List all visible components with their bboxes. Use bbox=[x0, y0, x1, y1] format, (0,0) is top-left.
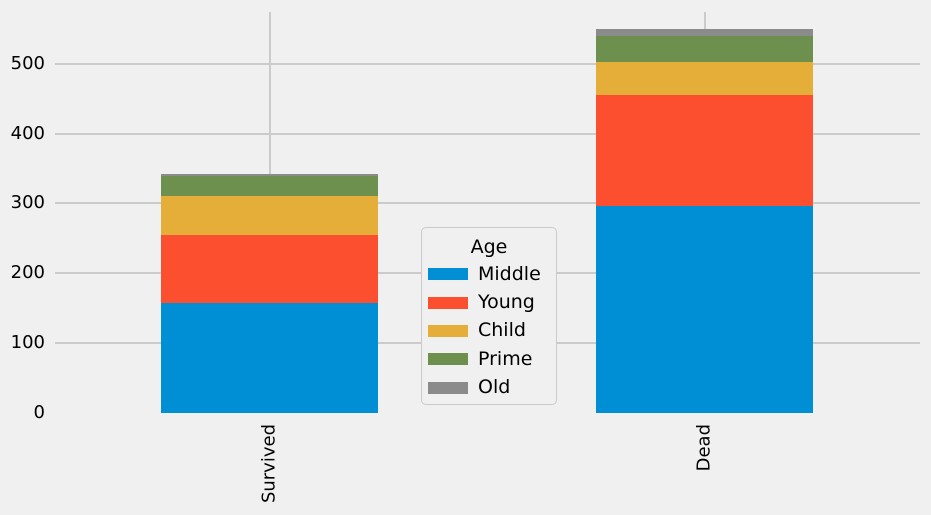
legend-label-child: Child bbox=[478, 319, 526, 342]
y-tick-label-300: 300 bbox=[10, 192, 45, 214]
bar-segment-survived-young bbox=[161, 234, 378, 303]
legend-swatch-prime-icon bbox=[428, 353, 468, 366]
legend-swatch-old-icon bbox=[428, 381, 468, 394]
bar-segment-dead-young bbox=[596, 95, 813, 206]
legend-item-middle: Middle bbox=[422, 260, 556, 288]
y-tick-label-400: 400 bbox=[10, 122, 45, 144]
bar-segment-survived-prime bbox=[161, 176, 378, 196]
y-tick-label-200: 200 bbox=[10, 262, 45, 284]
bar-segment-survived-child bbox=[161, 195, 378, 235]
h-gridline-500 bbox=[55, 62, 920, 65]
legend-item-young: Young bbox=[422, 288, 556, 316]
legend-item-old: Old bbox=[422, 374, 556, 402]
legend-item-prime: Prime bbox=[422, 345, 556, 373]
bar-segment-dead-child bbox=[596, 62, 813, 96]
bar-segment-dead-old bbox=[596, 29, 813, 36]
bar-segment-dead-middle bbox=[596, 205, 813, 413]
legend-rows: Middle Young Child Prime Old bbox=[422, 260, 556, 402]
x-tick-label-survived: Survived bbox=[258, 424, 280, 504]
legend-label-prime: Prime bbox=[478, 347, 533, 370]
y-tick-label-100: 100 bbox=[10, 332, 45, 354]
y-tick-label-0: 0 bbox=[33, 402, 45, 423]
legend: Age Middle Young Child Prime Old bbox=[421, 227, 557, 405]
legend-title: Age bbox=[470, 236, 508, 258]
legend-item-child: Child bbox=[422, 317, 556, 345]
legend-swatch-child-icon bbox=[428, 324, 468, 337]
h-gridline-400 bbox=[55, 132, 920, 135]
bar-segment-survived-middle bbox=[161, 302, 378, 413]
h-gridline-300 bbox=[55, 202, 920, 205]
legend-label-middle: Middle bbox=[478, 262, 541, 285]
legend-swatch-middle-icon bbox=[428, 268, 468, 281]
legend-label-old: Old bbox=[478, 376, 511, 399]
legend-swatch-young-icon bbox=[428, 296, 468, 309]
y-tick-label-500: 500 bbox=[10, 52, 45, 74]
legend-label-young: Young bbox=[478, 291, 535, 314]
bar-segment-survived-old bbox=[161, 174, 378, 177]
bar-segment-dead-prime bbox=[596, 35, 813, 63]
x-tick-label-dead: Dead bbox=[693, 424, 715, 472]
